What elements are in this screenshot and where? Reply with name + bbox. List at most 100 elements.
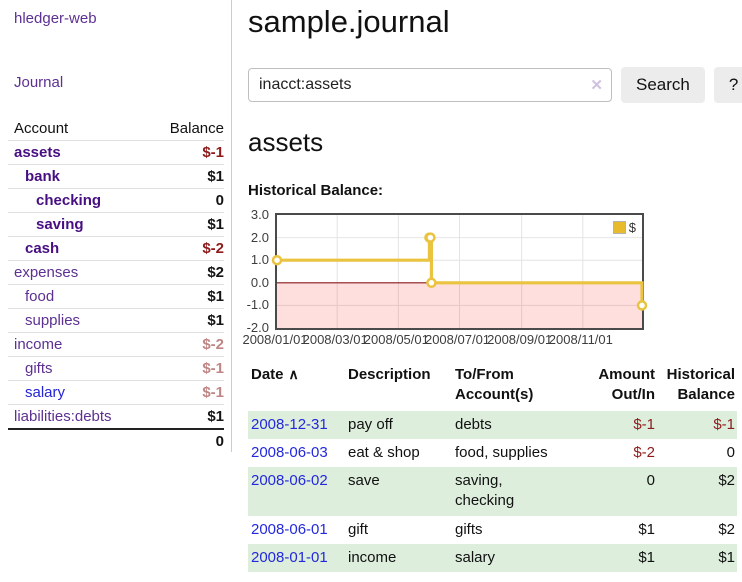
transaction-row: 2008-01-01 income salary $1 $1 bbox=[248, 543, 737, 572]
transaction-amount-cell: $-2 bbox=[633, 443, 655, 461]
transaction-date-cell: 2008-06-01 bbox=[248, 516, 348, 544]
transaction-date-link[interactable]: 2008-06-01 bbox=[251, 520, 328, 538]
transaction-date-cell: 2008-06-02 bbox=[248, 467, 348, 516]
transaction-date-link[interactable]: 2008-06-03 bbox=[251, 443, 328, 461]
description-column-header: Description bbox=[348, 366, 431, 383]
amount-column-header: Amount Out/In bbox=[598, 366, 655, 404]
account-balance: $-1 bbox=[202, 144, 224, 161]
transaction-balance-cell: $2 bbox=[718, 520, 735, 538]
transactions-header-row: Date ∧ Description To/From Account(s) Amo… bbox=[248, 363, 737, 411]
balance-column-header: Historical Balance bbox=[666, 366, 735, 404]
transaction-balance-cell: $2 bbox=[718, 472, 735, 489]
search-input[interactable] bbox=[248, 68, 612, 102]
transaction-description-cell: pay off bbox=[348, 415, 393, 433]
transaction-amount-cell: 0 bbox=[646, 472, 655, 489]
transaction-amount-cell: $-1 bbox=[633, 415, 655, 433]
account-row: expenses $2 bbox=[8, 260, 224, 284]
account-row: supplies $1 bbox=[8, 308, 224, 332]
chart-title: Historical Balance: bbox=[248, 182, 384, 199]
account-link-expenses[interactable]: expenses bbox=[14, 264, 79, 281]
help-button[interactable]: ? bbox=[713, 67, 742, 103]
clear-search-icon[interactable]: ✕ bbox=[590, 77, 603, 94]
page-title: sample.journal bbox=[248, 4, 450, 39]
transaction-balance-cell: $1 bbox=[718, 548, 735, 566]
transaction-date-link[interactable]: 2008-01-01 bbox=[251, 548, 328, 566]
transaction-description-cell: gift bbox=[348, 520, 369, 538]
x-axis-tick-label: 2008/01/01 bbox=[242, 332, 308, 347]
chart-canvas bbox=[271, 215, 648, 328]
account-heading: assets bbox=[248, 127, 324, 157]
transaction-date-cell: 2008-12-31 bbox=[248, 411, 348, 439]
total-balance: 0 bbox=[215, 432, 224, 450]
account-balance: 0 bbox=[215, 192, 224, 209]
transaction-balance-cell: $-1 bbox=[713, 415, 735, 433]
legend-swatch-icon bbox=[612, 221, 626, 234]
transaction-date-cell: 2008-01-01 bbox=[248, 544, 348, 572]
transaction-row: 2008-12-31 pay off debts $-1 $-1 bbox=[248, 410, 737, 439]
transaction-accounts-cell: food, supplies bbox=[455, 443, 548, 461]
account-balance: $1 bbox=[207, 408, 224, 425]
account-balance: $-1 bbox=[202, 384, 224, 401]
account-row: saving $1 bbox=[8, 212, 224, 236]
x-axis-tick-label: 2008/11/01 bbox=[548, 332, 613, 347]
sort-ascending-icon: ∧ bbox=[288, 366, 299, 382]
x-axis-tick-label: 2008/03/01 bbox=[302, 332, 368, 347]
y-axis-tick-label: -1.0 bbox=[246, 297, 269, 313]
transaction-amount-cell: $1 bbox=[638, 520, 655, 538]
account-total-row: 0 bbox=[8, 428, 224, 452]
account-link-saving[interactable]: saving bbox=[36, 216, 84, 233]
account-row: checking 0 bbox=[8, 188, 224, 212]
transaction-date-link[interactable]: 2008-12-31 bbox=[251, 415, 328, 433]
account-link-checking[interactable]: checking bbox=[36, 192, 102, 209]
transaction-balance-cell: 0 bbox=[726, 443, 735, 461]
main-content: sample.journal ✕ Search ? assets Histori… bbox=[232, 0, 742, 572]
account-link-gifts[interactable]: gifts bbox=[25, 360, 53, 377]
chart-legend: $ bbox=[610, 219, 638, 236]
account-row: salary $-1 bbox=[8, 380, 224, 404]
account-row: income $-2 bbox=[8, 332, 224, 356]
account-link-liabilities-debts[interactable]: liabilities:debts bbox=[14, 408, 112, 425]
account-link-food[interactable]: food bbox=[25, 288, 55, 305]
account-table-header: Account Balance bbox=[8, 116, 224, 140]
sidebar-item-journal[interactable]: Journal bbox=[14, 74, 64, 91]
account-balance: $1 bbox=[207, 168, 224, 185]
account-link-supplies[interactable]: supplies bbox=[25, 312, 81, 329]
transaction-amount-cell: $1 bbox=[638, 548, 655, 566]
account-row: bank $1 bbox=[8, 164, 224, 188]
x-axis-tick-label: 2008/07/01 bbox=[424, 332, 491, 347]
account-row: food $1 bbox=[8, 284, 224, 308]
account-column-header: Account bbox=[14, 119, 69, 137]
transaction-row: 2008-06-02 save saving, checking 0 $2 bbox=[248, 467, 737, 516]
transaction-accounts-cell: gifts bbox=[455, 520, 483, 538]
transaction-date-link[interactable]: 2008-06-02 bbox=[251, 472, 328, 489]
account-link-income[interactable]: income bbox=[14, 336, 63, 353]
date-column-header[interactable]: Date ∧ bbox=[251, 366, 299, 383]
search-button[interactable]: Search bbox=[621, 67, 705, 103]
account-link-cash[interactable]: cash bbox=[25, 240, 60, 257]
account-row: cash $-2 bbox=[8, 236, 224, 260]
account-link-assets[interactable]: assets bbox=[14, 144, 61, 161]
transaction-description-cell: eat & shop bbox=[348, 443, 420, 461]
transaction-date-cell: 2008-06-03 bbox=[248, 439, 348, 467]
y-axis-tick-label: -2.0 bbox=[246, 320, 269, 335]
account-balance: $-1 bbox=[202, 360, 224, 377]
account-link-bank[interactable]: bank bbox=[25, 168, 61, 185]
y-axis-tick-label: 3.0 bbox=[250, 207, 269, 222]
balance-chart: $ bbox=[271, 213, 648, 330]
account-row: assets $-1 bbox=[8, 140, 224, 164]
transactions-table: Date ∧ Description To/From Account(s) Amo… bbox=[248, 363, 737, 572]
search-input-wrap: ✕ bbox=[248, 68, 612, 102]
account-table-body: assets $-1 bank $1 checking 0 saving $1 cash $-2 e… bbox=[8, 140, 224, 428]
x-axis-tick-label: 2008/09/01 bbox=[487, 332, 553, 347]
transaction-description-cell: save bbox=[348, 472, 380, 489]
account-link-salary[interactable]: salary bbox=[25, 384, 66, 401]
transaction-accounts-cell: saving, checking bbox=[455, 472, 515, 510]
account-balance: $-2 bbox=[202, 240, 224, 257]
transactions-body: 2008-12-31 pay off debts $-1 $-1 2008-06-03 ea… bbox=[248, 410, 737, 572]
account-balance: $-2 bbox=[202, 336, 224, 353]
account-balance: $2 bbox=[207, 264, 224, 281]
brand-link[interactable]: hledger-web bbox=[14, 10, 97, 27]
transaction-row: 2008-06-03 eat & shop food, supplies $-2 0 bbox=[248, 439, 737, 467]
chart-area: $ 2008/01/01 2008/03/01 2008/05/01 2008/07/… bbox=[242, 207, 648, 347]
account-balance: $1 bbox=[207, 312, 224, 329]
